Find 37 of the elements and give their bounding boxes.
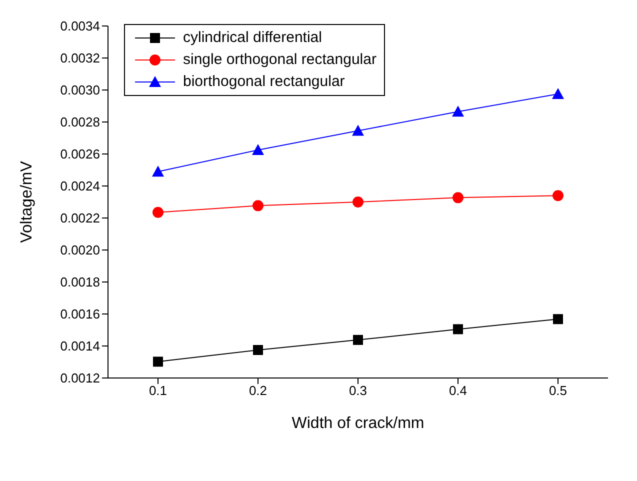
y-tick-label: 0.0024 [60, 178, 100, 194]
y-tick-label: 0.0012 [60, 370, 100, 386]
y-tick-label: 0.0018 [60, 274, 100, 290]
y-tick-label: 0.0028 [60, 114, 100, 130]
y-tick-label: 0.0022 [60, 210, 100, 226]
y-tick-label: 0.0030 [60, 82, 100, 98]
point [252, 200, 264, 212]
y-tick-label: 0.0034 [60, 18, 100, 34]
point [552, 190, 564, 202]
point [553, 314, 563, 324]
y-tick-label: 0.0032 [60, 50, 100, 66]
point [353, 334, 363, 345]
point [152, 206, 164, 218]
y-tick-label: 0.0016 [60, 306, 100, 322]
y-axis-title: Voltage/mV [18, 160, 36, 243]
y-tick-label: 0.0020 [60, 242, 100, 258]
y-tick-label: 0.0026 [60, 146, 100, 162]
point [452, 192, 464, 204]
point [252, 144, 264, 155]
point [153, 356, 163, 367]
point [352, 124, 364, 136]
point [352, 196, 364, 208]
legend-label: biorthogonal rectangular [183, 72, 345, 92]
point [152, 166, 164, 177]
legend-label: single orthogonal rectangular [183, 50, 376, 70]
x-tick-label: 0.3 [348, 383, 368, 398]
legend-label: cylindrical differential [183, 28, 322, 48]
point [253, 345, 263, 355]
point [552, 88, 564, 99]
x-tick-label: 0.1 [148, 383, 168, 398]
y-tick-label: 0.0014 [60, 338, 100, 354]
x-axis-title: Width of crack/mm [292, 415, 424, 432]
x-tick-label: 0.2 [248, 383, 268, 398]
point [452, 106, 464, 117]
x-tick-label: 0.4 [448, 383, 468, 398]
point [453, 324, 463, 334]
x-tick-label: 0.5 [548, 383, 568, 398]
